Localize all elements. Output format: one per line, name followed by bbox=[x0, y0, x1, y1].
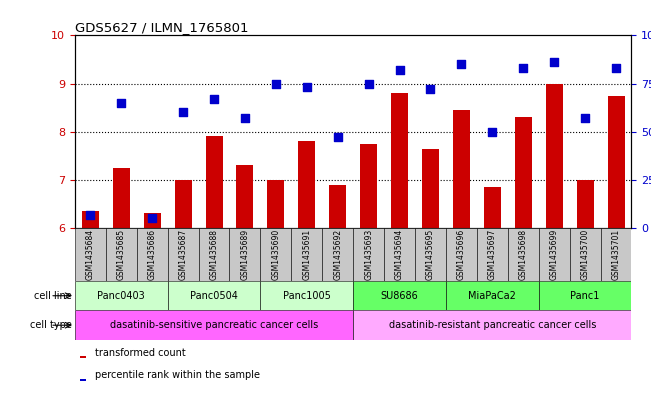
Point bbox=[209, 96, 219, 102]
Bar bbox=[174, 180, 191, 228]
Bar bbox=[75, 310, 353, 340]
Point bbox=[85, 212, 96, 219]
Point bbox=[178, 109, 188, 116]
Text: dasatinib-sensitive pancreatic cancer cells: dasatinib-sensitive pancreatic cancer ce… bbox=[110, 320, 318, 330]
Text: Panc0403: Panc0403 bbox=[98, 291, 145, 301]
Text: GSM1435691: GSM1435691 bbox=[302, 229, 311, 280]
Text: GSM1435699: GSM1435699 bbox=[549, 229, 559, 280]
Bar bbox=[570, 228, 600, 281]
Text: Panc0504: Panc0504 bbox=[190, 291, 238, 301]
Text: GSM1435701: GSM1435701 bbox=[611, 229, 620, 280]
Bar bbox=[113, 168, 130, 228]
Text: GSM1435692: GSM1435692 bbox=[333, 229, 342, 280]
Bar bbox=[508, 228, 539, 281]
Bar bbox=[453, 110, 470, 228]
Text: GSM1435690: GSM1435690 bbox=[271, 229, 281, 280]
Text: cell line: cell line bbox=[34, 291, 72, 301]
Text: SU8686: SU8686 bbox=[381, 291, 419, 301]
Text: GSM1435700: GSM1435700 bbox=[581, 229, 590, 280]
Point bbox=[363, 80, 374, 86]
Text: Panc1: Panc1 bbox=[570, 291, 600, 301]
Point bbox=[487, 129, 497, 135]
Text: dasatinib-resistant pancreatic cancer cells: dasatinib-resistant pancreatic cancer ce… bbox=[389, 320, 596, 330]
Bar bbox=[353, 281, 446, 310]
Point bbox=[333, 134, 343, 141]
Bar bbox=[75, 281, 168, 310]
Bar bbox=[446, 281, 539, 310]
Bar bbox=[75, 228, 105, 281]
Bar bbox=[81, 379, 87, 380]
Text: GDS5627 / ILMN_1765801: GDS5627 / ILMN_1765801 bbox=[75, 21, 249, 34]
Bar bbox=[322, 228, 353, 281]
Bar bbox=[360, 144, 377, 228]
Bar bbox=[546, 83, 562, 228]
Text: GSM1435689: GSM1435689 bbox=[240, 229, 249, 280]
Point bbox=[116, 99, 126, 106]
Text: transformed count: transformed count bbox=[95, 347, 186, 358]
Bar bbox=[600, 228, 631, 281]
Point bbox=[271, 80, 281, 86]
Bar bbox=[206, 136, 223, 228]
Bar bbox=[384, 228, 415, 281]
Bar bbox=[260, 281, 353, 310]
Bar bbox=[391, 93, 408, 228]
Bar bbox=[236, 165, 253, 228]
Point bbox=[518, 65, 529, 71]
Bar bbox=[268, 180, 284, 228]
Bar bbox=[292, 228, 322, 281]
Point bbox=[425, 86, 436, 92]
Point bbox=[456, 61, 467, 67]
Bar bbox=[353, 228, 384, 281]
Bar bbox=[260, 228, 292, 281]
Text: GSM1435698: GSM1435698 bbox=[519, 229, 528, 280]
Bar bbox=[329, 185, 346, 228]
Text: MiaPaCa2: MiaPaCa2 bbox=[468, 291, 516, 301]
Text: GSM1435694: GSM1435694 bbox=[395, 229, 404, 280]
Point bbox=[395, 67, 405, 73]
Bar bbox=[353, 310, 631, 340]
Bar bbox=[298, 141, 315, 228]
Text: GSM1435695: GSM1435695 bbox=[426, 229, 435, 280]
Bar bbox=[484, 187, 501, 228]
Text: Panc1005: Panc1005 bbox=[283, 291, 331, 301]
Text: GSM1435687: GSM1435687 bbox=[178, 229, 187, 280]
Bar bbox=[539, 281, 631, 310]
Text: GSM1435685: GSM1435685 bbox=[117, 229, 126, 280]
Point bbox=[301, 84, 312, 90]
Bar bbox=[415, 228, 446, 281]
Bar bbox=[607, 95, 624, 228]
Bar bbox=[81, 356, 87, 358]
Bar bbox=[477, 228, 508, 281]
Point bbox=[147, 215, 158, 221]
Bar bbox=[144, 213, 161, 228]
Bar bbox=[446, 228, 477, 281]
Text: GSM1435696: GSM1435696 bbox=[457, 229, 466, 280]
Point bbox=[611, 65, 621, 71]
Text: GSM1435684: GSM1435684 bbox=[86, 229, 95, 280]
Text: percentile rank within the sample: percentile rank within the sample bbox=[95, 370, 260, 380]
Bar bbox=[168, 228, 199, 281]
Bar bbox=[137, 228, 168, 281]
Bar bbox=[168, 281, 260, 310]
Text: GSM1435693: GSM1435693 bbox=[364, 229, 373, 280]
Point bbox=[240, 115, 250, 121]
Bar bbox=[230, 228, 260, 281]
Bar bbox=[199, 228, 230, 281]
Point bbox=[580, 115, 590, 121]
Bar bbox=[539, 228, 570, 281]
Bar bbox=[106, 228, 137, 281]
Bar bbox=[82, 211, 99, 228]
Text: cell type: cell type bbox=[30, 320, 72, 330]
Text: GSM1435686: GSM1435686 bbox=[148, 229, 157, 280]
Bar bbox=[422, 149, 439, 228]
Point bbox=[549, 59, 559, 66]
Bar bbox=[577, 180, 594, 228]
Text: GSM1435697: GSM1435697 bbox=[488, 229, 497, 280]
Bar bbox=[515, 117, 532, 228]
Text: GSM1435688: GSM1435688 bbox=[210, 229, 219, 280]
